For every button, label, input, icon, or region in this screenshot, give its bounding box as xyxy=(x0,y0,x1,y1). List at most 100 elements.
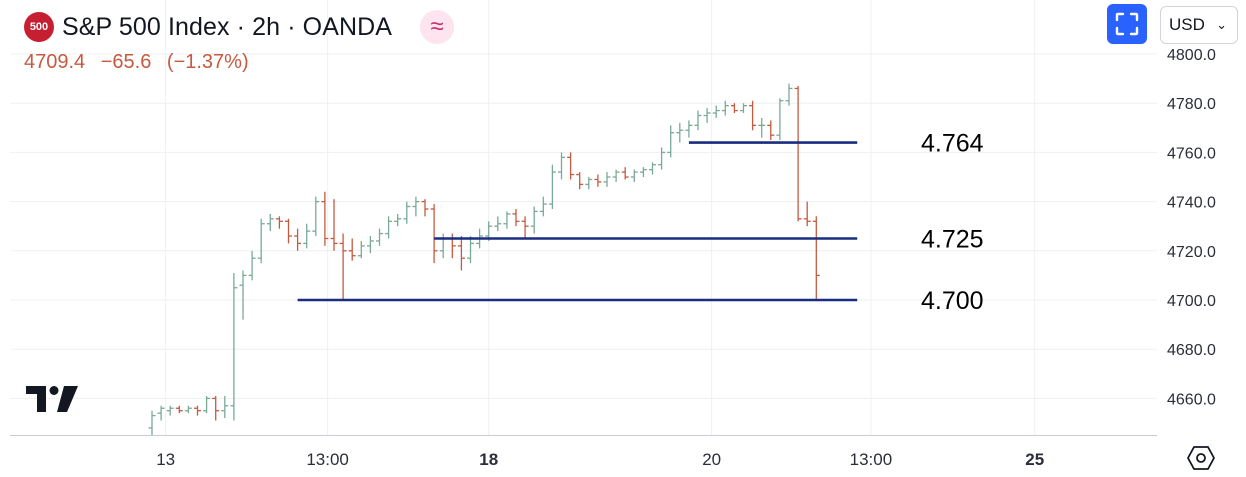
ohlc-bar xyxy=(275,216,283,229)
price-tick-label: 4720.0 xyxy=(1167,244,1216,261)
ohlc-bar xyxy=(676,122,684,143)
price-tick-label: 4700.0 xyxy=(1167,293,1216,310)
ohlc-bar xyxy=(558,152,565,180)
ohlc-bar xyxy=(285,218,292,244)
ohlc-bar xyxy=(266,213,274,232)
chart-settings-button[interactable] xyxy=(1186,444,1216,477)
price-tick-label: 4680.0 xyxy=(1167,342,1216,359)
ohlc-bar xyxy=(457,236,465,271)
time-axis[interactable]: 13 13:00 18 20 13:00 25 xyxy=(156,450,1044,469)
price-tick-label: 4760.0 xyxy=(1167,145,1216,162)
ohlc-bar xyxy=(175,405,183,414)
ohlc-bar xyxy=(339,233,347,300)
ohlc-bar xyxy=(576,172,584,190)
fullscreen-icon xyxy=(1115,12,1139,36)
ohlc-bar xyxy=(257,218,265,264)
ohlc-bar xyxy=(212,395,220,421)
price-tick-label: 4740.0 xyxy=(1167,195,1216,212)
price-tick-label: 4780.0 xyxy=(1167,96,1216,113)
ohlc-bar xyxy=(712,105,720,118)
ohlc-bar xyxy=(794,85,802,222)
quote-line: 4709.4 −65.6 (−1.37%) xyxy=(24,51,259,74)
ohlc-bar xyxy=(548,164,556,209)
ohlc-bar xyxy=(357,240,365,259)
ohlc-bar xyxy=(394,213,402,227)
ohlc-bar xyxy=(521,216,529,239)
ohlc-bar xyxy=(157,405,165,421)
ohlc-bar xyxy=(567,152,575,180)
price-axis[interactable]: 4800.0 4780.0 4760.0 4740.0 4720.0 4700.0 4680… xyxy=(1158,0,1246,408)
ohlc-bar xyxy=(785,83,793,106)
ohlc-bar xyxy=(430,204,438,264)
ohlc-bar xyxy=(203,395,211,414)
ohlc-bar xyxy=(658,147,666,170)
currency-select[interactable]: USD ⌄ xyxy=(1160,6,1238,44)
ohlc-bar xyxy=(649,162,656,175)
ohlc-bar xyxy=(312,196,320,237)
ohlc-bar xyxy=(721,100,729,116)
ohlc-bar xyxy=(230,272,238,421)
level-label: 4.700 xyxy=(921,287,984,315)
tradingview-logo[interactable] xyxy=(26,386,78,417)
time-tick-label: 18 xyxy=(479,450,498,469)
ohlc-bar xyxy=(694,110,702,131)
ohlc-bar xyxy=(148,410,156,436)
ohlc-bar xyxy=(603,172,611,187)
ohlc-bar xyxy=(503,211,511,229)
ohlc-bar xyxy=(740,103,747,114)
hexagon-settings-icon xyxy=(1187,446,1215,470)
ohlc-bar xyxy=(184,405,192,414)
ohlc-bar xyxy=(612,169,620,182)
last-price: 4709.4 xyxy=(24,51,86,73)
ohlc-bar xyxy=(530,206,538,234)
ohlc-bar xyxy=(412,196,420,217)
ohlc-bar xyxy=(539,196,547,217)
ohlc-bar xyxy=(512,208,520,227)
ohlc-bar xyxy=(467,236,474,264)
ohlc-bar xyxy=(812,216,820,300)
approx-wave-icon[interactable]: ≈ xyxy=(420,10,455,44)
symbol-title[interactable]: S&P 500 Index · 2h · OANDA xyxy=(62,12,393,41)
ohlc-bar xyxy=(749,100,757,131)
ohlc-bar xyxy=(303,223,311,249)
ohlc-bar xyxy=(585,177,593,190)
price-tick-label: 4800.0 xyxy=(1167,47,1216,64)
ohlc-bar xyxy=(321,191,329,246)
currency-label: USD xyxy=(1169,15,1205,34)
ohlc-bar xyxy=(703,108,711,123)
time-tick-label: 13 xyxy=(156,450,175,469)
ohlc-bar xyxy=(348,238,356,261)
ohlc-bar xyxy=(767,120,775,141)
time-tick-label: 13:00 xyxy=(306,450,349,469)
ohlc-bar xyxy=(294,228,302,251)
ohlc-bar xyxy=(685,120,693,138)
symbol-logo[interactable]: 500 xyxy=(24,12,54,42)
ohlc-bar xyxy=(330,199,338,251)
level-lines[interactable]: 4.764 4.725 4.700 xyxy=(297,130,984,315)
x-axis-line xyxy=(10,435,1157,436)
ohlc-bar xyxy=(366,236,374,254)
ohlc-bar xyxy=(667,125,675,158)
price-tick-label: 4660.0 xyxy=(1167,391,1216,408)
ohlc-bar xyxy=(221,395,229,419)
ohlc-bar xyxy=(166,405,174,416)
ohlc-bar xyxy=(239,270,247,320)
chart-header: 500 S&P 500 Index · 2h · OANDA ≈ xyxy=(24,10,455,44)
ohlc-bar xyxy=(803,201,811,227)
ohlc-bar xyxy=(639,167,647,177)
ohlc-bar xyxy=(421,199,429,217)
ohlc-bar xyxy=(248,250,256,281)
ohlc-bar xyxy=(730,103,738,114)
time-tick-label: 25 xyxy=(1025,450,1044,469)
ohlc-bar xyxy=(494,216,502,232)
fullscreen-button[interactable] xyxy=(1107,4,1147,44)
time-tick-label: 20 xyxy=(702,450,721,469)
chevron-down-icon: ⌄ xyxy=(1216,17,1227,32)
level-label: 4.725 xyxy=(921,226,984,254)
level-label: 4.764 xyxy=(921,130,984,158)
ohlc-bar xyxy=(194,405,201,416)
ohlc-bar xyxy=(776,98,784,141)
ohlc-bar xyxy=(403,201,411,224)
ohlc-bar xyxy=(758,117,766,138)
